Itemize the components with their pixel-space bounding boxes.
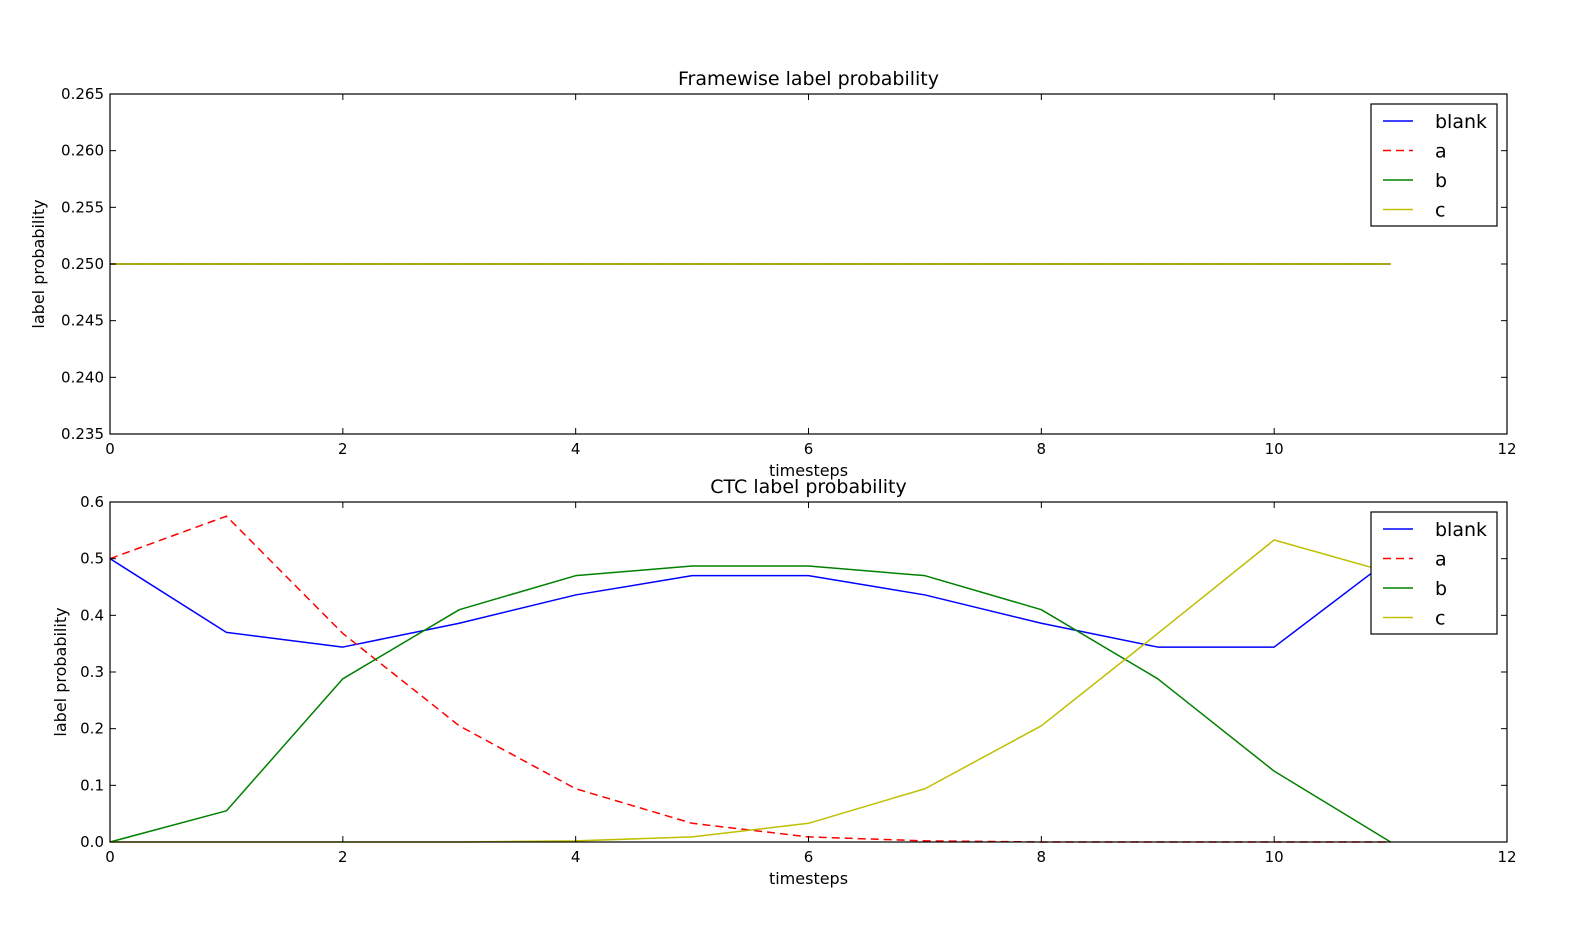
x-tick-label: 12 (1497, 440, 1516, 458)
legend-label-blank: blank (1435, 111, 1487, 133)
legend-label-blank: blank (1435, 519, 1487, 541)
y-tick-label: 0.250 (61, 255, 104, 273)
x-tick-label: 6 (804, 440, 814, 458)
legend-frame (1370, 103, 1498, 227)
legend-label-c: c (1435, 200, 1445, 222)
plot-area-frame (109, 501, 1508, 843)
x-tick-label: 4 (571, 440, 581, 458)
y-axis-label: label probability (29, 199, 48, 328)
y-tick-label: 0.255 (61, 198, 104, 216)
y-tick-label: 0.6 (80, 493, 104, 511)
legend-label-a: a (1435, 549, 1447, 571)
chart-title: Framewise label probability (678, 68, 939, 90)
y-tick-label: 0.235 (61, 425, 104, 443)
legend-label-c: c (1435, 608, 1445, 630)
y-tick-label: 0.260 (61, 142, 104, 160)
x-tick-label: 2 (338, 848, 348, 866)
y-tick-label: 0.2 (80, 720, 104, 738)
series-line-a (109, 515, 1391, 843)
y-tick-label: 0.245 (61, 312, 104, 330)
y-tick-label: 0.240 (61, 368, 104, 386)
x-tick-label: 10 (1265, 440, 1284, 458)
legend-label-a: a (1435, 141, 1447, 163)
x-tick-label: 12 (1497, 848, 1516, 866)
x-axis-label: timesteps (769, 461, 848, 480)
x-tick-label: 0 (105, 848, 115, 866)
chart-title: CTC label probability (710, 476, 906, 498)
x-tick-label: 10 (1265, 848, 1284, 866)
chart-panel-2: 0 2 4 6 8 10 12 0.0 0.1 0.2 0.3 0.4 0.5 0.6 CTC label … (51, 476, 1517, 888)
y-tick-label: 0.3 (80, 663, 104, 681)
legend-label-b: b (1435, 578, 1447, 600)
x-tick-label: 6 (804, 848, 814, 866)
x-axis-label: timesteps (769, 869, 848, 888)
x-tick-label: 0 (105, 440, 115, 458)
x-tick-label: 8 (1037, 848, 1047, 866)
y-axis-label: label probability (51, 607, 70, 736)
y-tick-label: 0.5 (80, 550, 104, 568)
y-tick-label: 0.4 (80, 606, 104, 624)
x-tick-label: 2 (338, 440, 348, 458)
series-line-b (109, 565, 1391, 843)
legend-frame (1370, 511, 1498, 635)
legend-label-b: b (1435, 170, 1447, 192)
legend: blank abc (1370, 511, 1498, 635)
series-line-blank (109, 558, 1392, 648)
x-tick-label: 4 (571, 848, 581, 866)
legend: blank abc (1370, 103, 1498, 227)
y-tick-label: 0.1 (80, 776, 104, 794)
x-tick-label: 8 (1037, 440, 1047, 458)
series-line-c (110, 539, 1391, 843)
chart-panel-1: 0 2 4 6 8 10 12 0.235 0.240 0.245 0.250 0.255 0.260 0… (29, 68, 1517, 480)
y-tick-label: 0.265 (61, 85, 104, 103)
y-tick-label: 0.0 (80, 833, 104, 851)
